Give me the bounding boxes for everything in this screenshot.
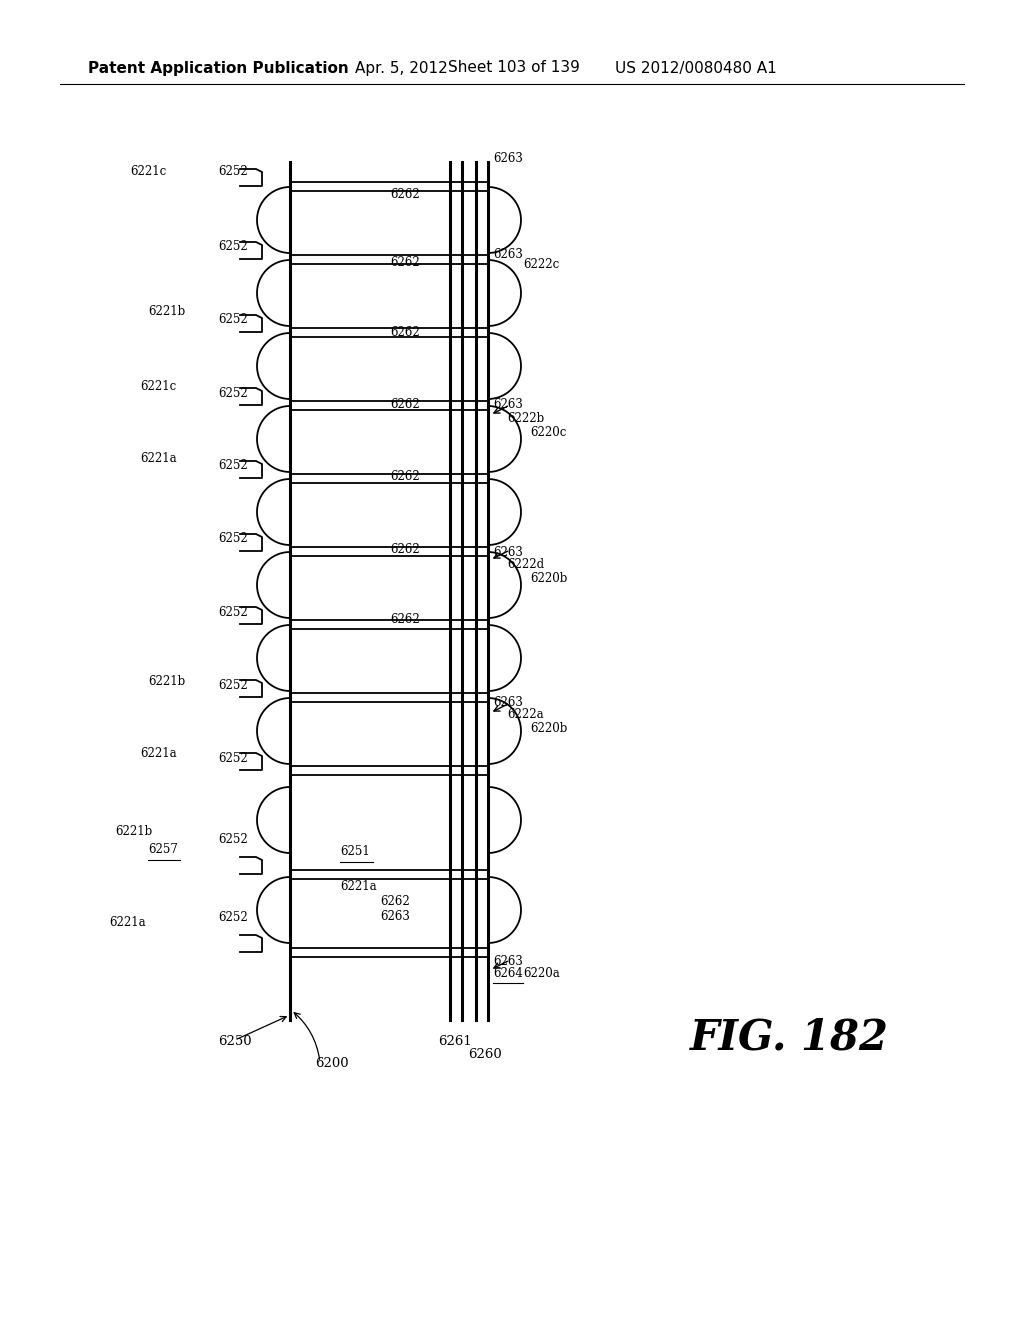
Text: 6251: 6251 bbox=[340, 845, 370, 858]
Text: 6220a: 6220a bbox=[523, 968, 560, 979]
Text: 6252: 6252 bbox=[218, 240, 248, 253]
Text: 6252: 6252 bbox=[218, 833, 248, 846]
Text: 6261: 6261 bbox=[438, 1035, 472, 1048]
Text: 6252: 6252 bbox=[218, 532, 248, 545]
Text: 6263: 6263 bbox=[493, 954, 523, 968]
Text: Patent Application Publication: Patent Application Publication bbox=[88, 61, 349, 75]
Text: 6257: 6257 bbox=[148, 843, 178, 855]
Text: Sheet 103 of 139: Sheet 103 of 139 bbox=[449, 61, 580, 75]
Text: 6222b: 6222b bbox=[507, 412, 544, 425]
Text: 6262: 6262 bbox=[390, 326, 420, 339]
Text: 6263: 6263 bbox=[380, 909, 410, 923]
Text: 6262: 6262 bbox=[390, 470, 420, 483]
Text: 6263: 6263 bbox=[493, 696, 523, 709]
Text: 6200: 6200 bbox=[315, 1057, 348, 1071]
Text: 6221a: 6221a bbox=[140, 747, 176, 760]
Text: 6252: 6252 bbox=[218, 165, 248, 178]
Text: 6221a: 6221a bbox=[109, 916, 145, 929]
Text: 6221c: 6221c bbox=[130, 165, 166, 178]
Text: 6221b: 6221b bbox=[148, 305, 185, 318]
Text: 6262: 6262 bbox=[390, 543, 420, 556]
Text: Apr. 5, 2012: Apr. 5, 2012 bbox=[355, 61, 447, 75]
Text: 6220b: 6220b bbox=[530, 572, 567, 585]
Text: 6221b: 6221b bbox=[148, 675, 185, 688]
Text: 6262: 6262 bbox=[390, 187, 420, 201]
Text: 6220b: 6220b bbox=[530, 722, 567, 735]
Text: 6262: 6262 bbox=[380, 895, 410, 908]
Text: 6252: 6252 bbox=[218, 911, 248, 924]
Text: 6221a: 6221a bbox=[140, 451, 176, 465]
Text: US 2012/0080480 A1: US 2012/0080480 A1 bbox=[615, 61, 777, 75]
Text: 6263: 6263 bbox=[493, 546, 523, 558]
Text: 6262: 6262 bbox=[390, 612, 420, 626]
Text: 6262: 6262 bbox=[390, 256, 420, 269]
Text: 6252: 6252 bbox=[218, 387, 248, 400]
Text: 6222a: 6222a bbox=[507, 708, 544, 721]
Text: 6221b: 6221b bbox=[115, 825, 153, 838]
Text: 6252: 6252 bbox=[218, 752, 248, 766]
Text: 6264: 6264 bbox=[493, 968, 523, 979]
Text: 6252: 6252 bbox=[218, 678, 248, 692]
Text: 6252: 6252 bbox=[218, 313, 248, 326]
Text: 6221a: 6221a bbox=[340, 880, 377, 894]
Text: 6263: 6263 bbox=[493, 152, 523, 165]
Text: 6222c: 6222c bbox=[523, 257, 559, 271]
Text: FIG. 182: FIG. 182 bbox=[690, 1016, 889, 1059]
Text: 6263: 6263 bbox=[493, 399, 523, 411]
Text: 6250: 6250 bbox=[218, 1035, 252, 1048]
Text: 6263: 6263 bbox=[493, 248, 523, 261]
Text: 6221c: 6221c bbox=[140, 380, 176, 393]
Text: 6252: 6252 bbox=[218, 459, 248, 473]
Text: 6262: 6262 bbox=[390, 399, 420, 411]
Text: 6222d: 6222d bbox=[507, 558, 544, 572]
Text: 6260: 6260 bbox=[468, 1048, 502, 1061]
Text: 6252: 6252 bbox=[218, 606, 248, 619]
Text: 6220c: 6220c bbox=[530, 426, 566, 440]
